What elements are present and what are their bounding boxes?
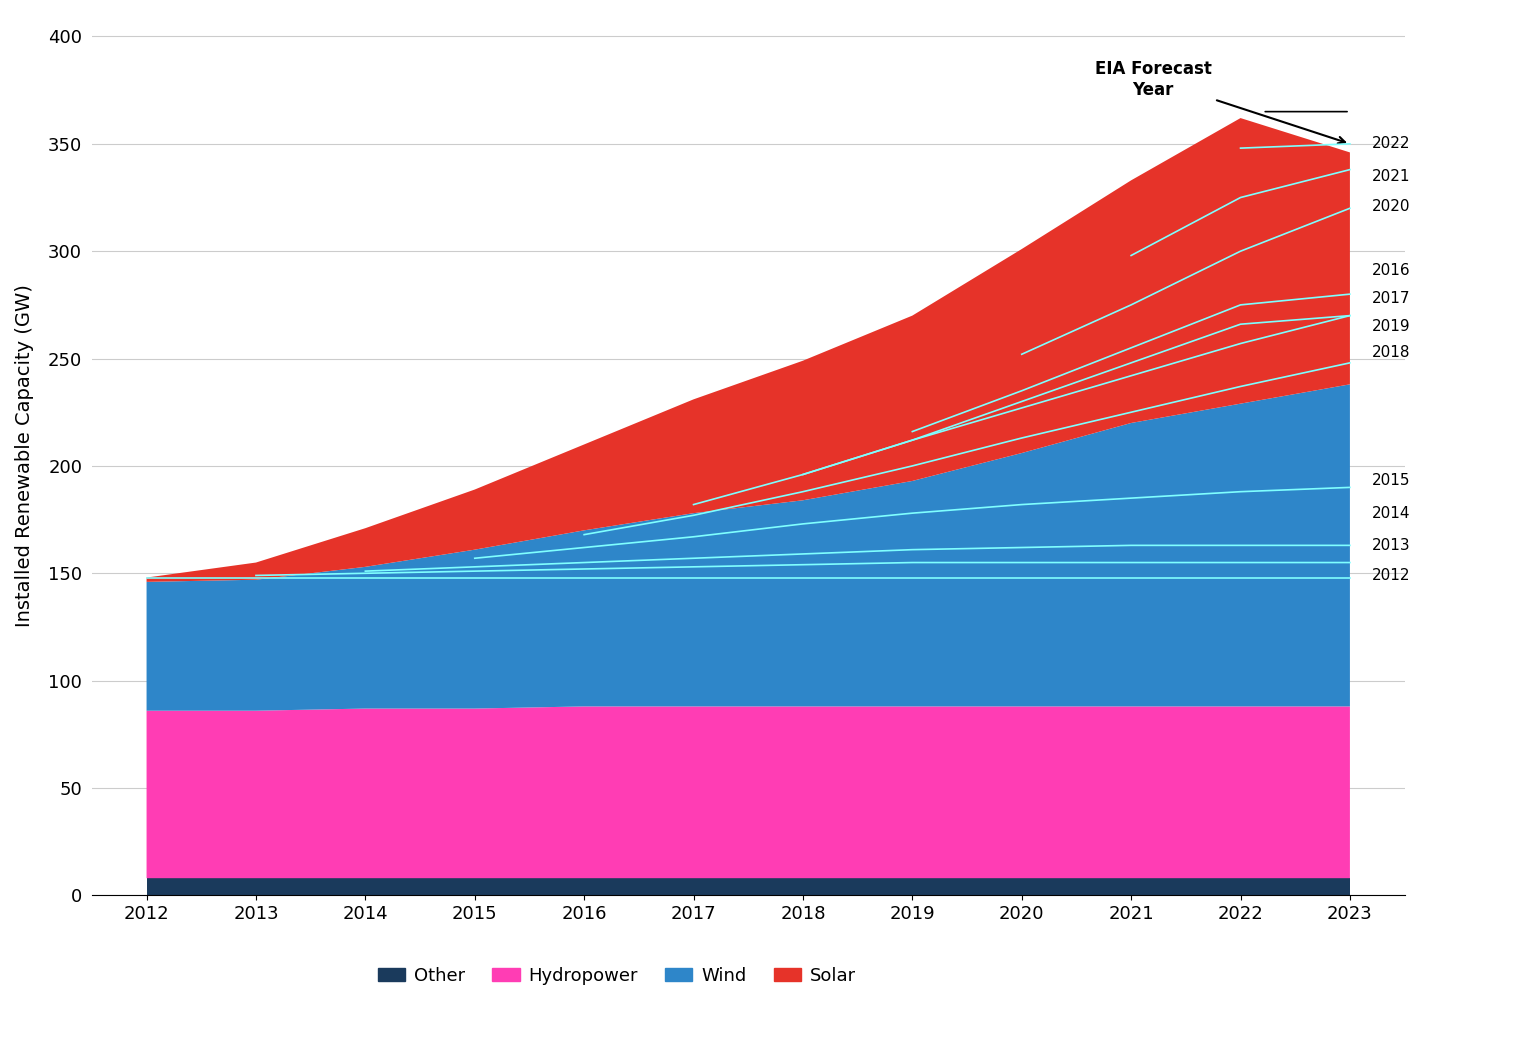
Y-axis label: Installed Renewable Capacity (GW): Installed Renewable Capacity (GW) bbox=[15, 284, 34, 626]
Text: 2014: 2014 bbox=[1372, 506, 1410, 520]
Text: 2020: 2020 bbox=[1372, 199, 1410, 213]
Text: 2013: 2013 bbox=[1372, 538, 1410, 553]
Text: 2018: 2018 bbox=[1372, 345, 1410, 359]
Text: 2019: 2019 bbox=[1372, 318, 1410, 334]
Text: EIA Forecast
Year: EIA Forecast Year bbox=[1095, 60, 1346, 143]
Text: 2021: 2021 bbox=[1372, 168, 1410, 184]
Text: 2017: 2017 bbox=[1372, 291, 1410, 306]
Text: 2012: 2012 bbox=[1372, 568, 1410, 583]
Text: 2015: 2015 bbox=[1372, 473, 1410, 489]
Legend: Other, Hydropower, Wind, Solar: Other, Hydropower, Wind, Solar bbox=[370, 960, 863, 992]
Text: 2016: 2016 bbox=[1372, 263, 1410, 279]
Text: 2022: 2022 bbox=[1372, 137, 1410, 151]
